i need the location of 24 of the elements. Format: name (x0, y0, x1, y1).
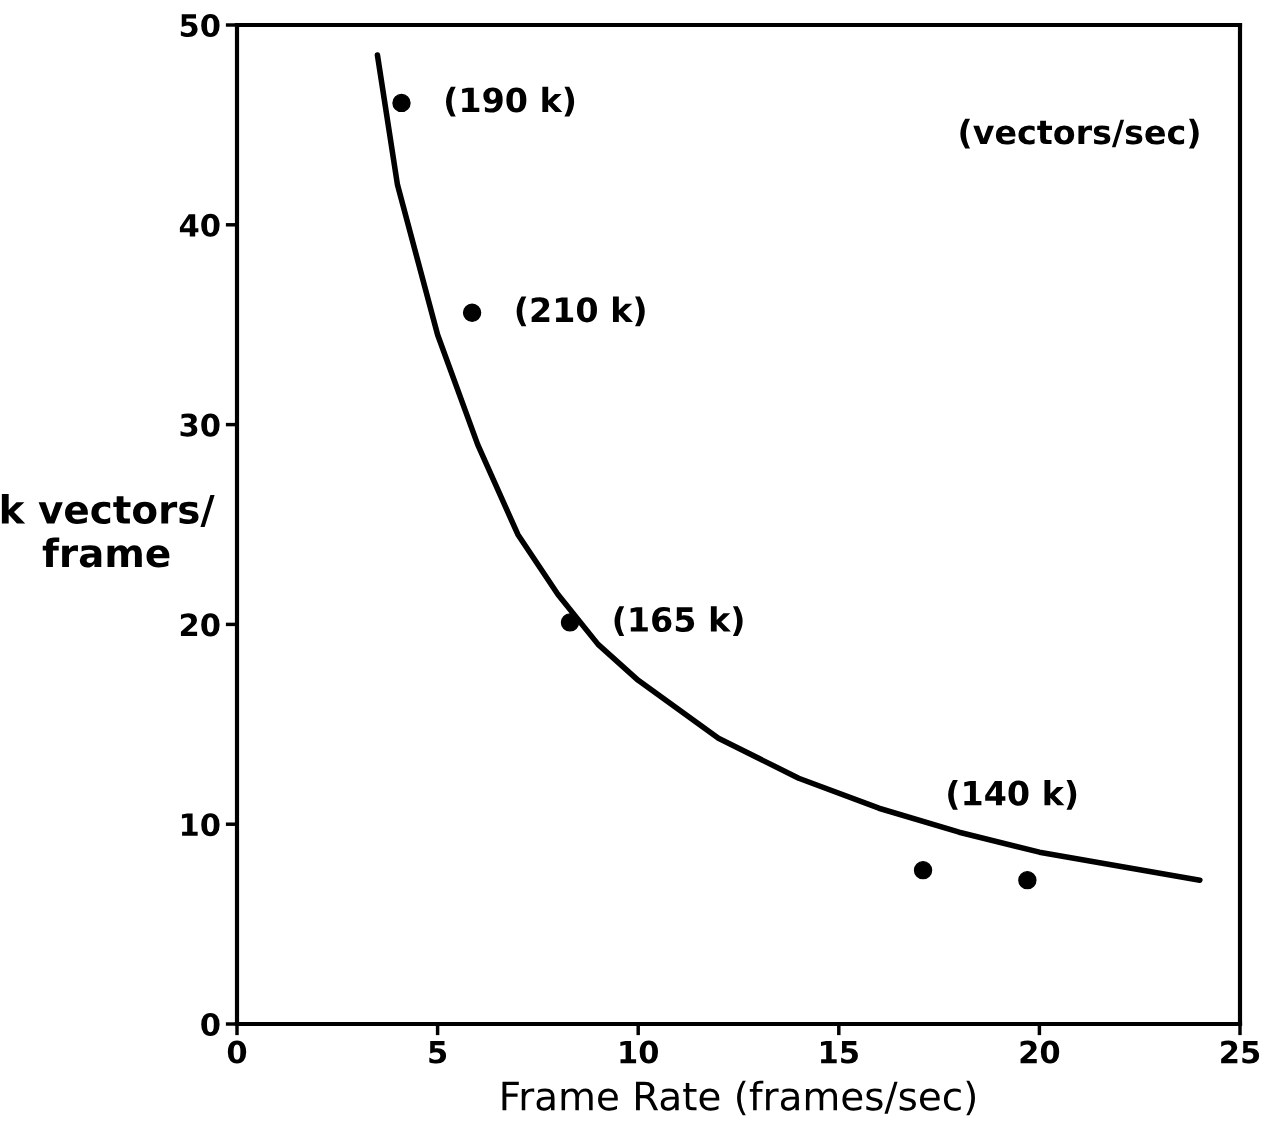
y-tick-label: 50 (180, 13, 220, 38)
x-tick-label: 15 (820, 1040, 858, 1064)
x-tick-label: 5 (429, 1040, 447, 1064)
annotation: (140 k) (948, 779, 1077, 810)
annotation: (190 k) (446, 86, 575, 117)
y-tick-label: 40 (179, 213, 220, 237)
x-axis-title: Frame Rate (frames/sec) (502, 1080, 975, 1116)
x-tick-label: 25 (1221, 1040, 1260, 1064)
x-tick-label: 20 (1020, 1040, 1060, 1064)
point (462, 303, 482, 322)
y-tick-label: 10 (181, 813, 220, 837)
annotation: (165 k) (614, 606, 743, 636)
point (392, 93, 411, 113)
x-tick-label: 0 (227, 1040, 247, 1064)
y-tick-label: 20 (180, 613, 220, 637)
annotation: (210 k) (516, 296, 645, 327)
y-axis-title: k vectors/ frame (1, 493, 215, 568)
point (1018, 870, 1037, 890)
y-tick-label: 0 (201, 1012, 220, 1037)
point (913, 860, 933, 880)
x-tick-label: 10 (620, 1040, 658, 1064)
y-tick-label: 30 (180, 413, 220, 437)
annotation: (vectors/sec) (960, 118, 1199, 149)
point (560, 613, 580, 632)
